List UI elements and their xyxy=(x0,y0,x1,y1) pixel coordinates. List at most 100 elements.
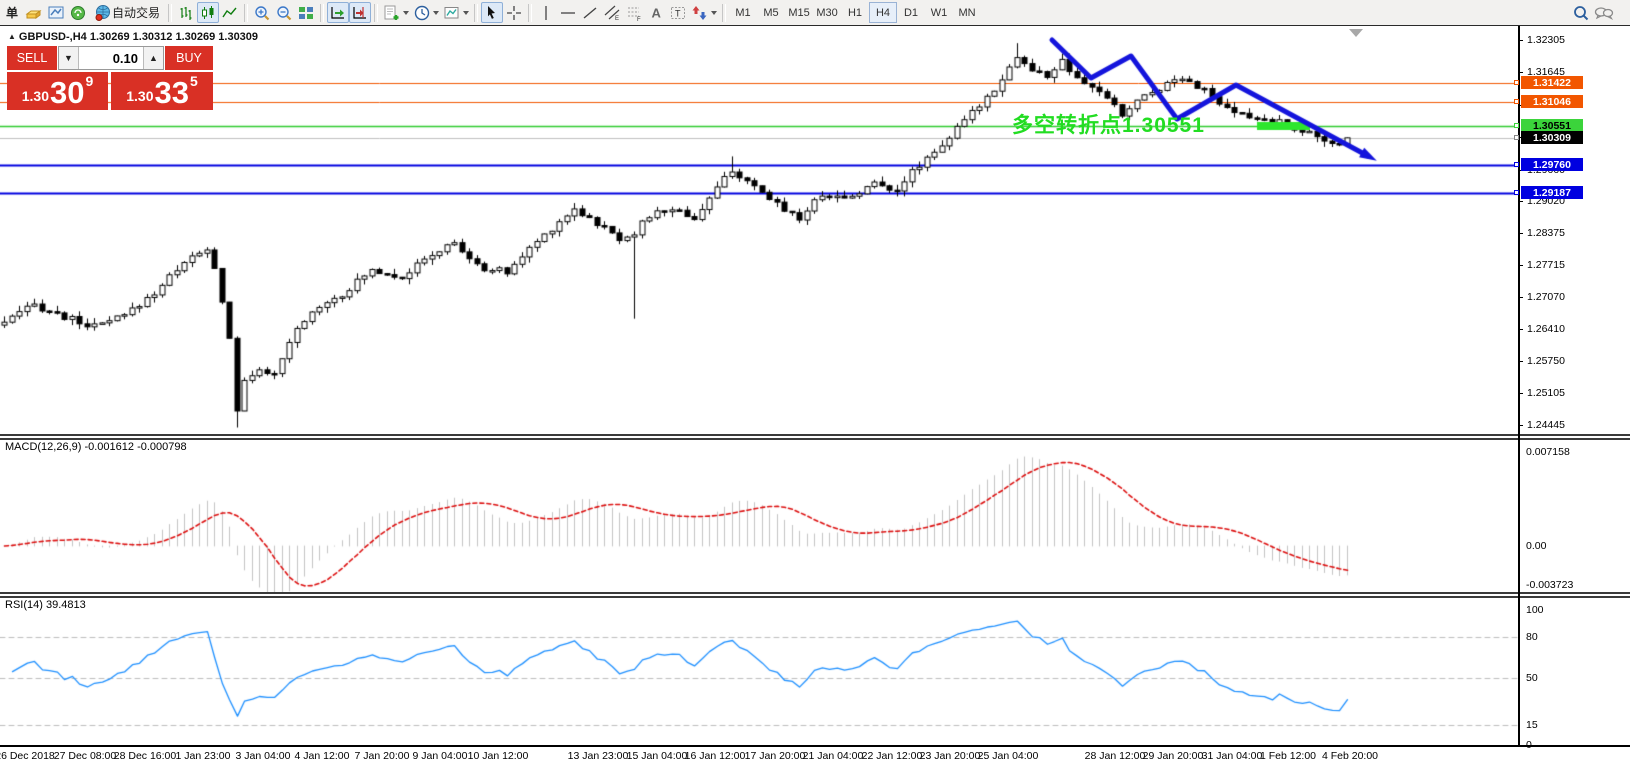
add-indicator-icon xyxy=(384,5,399,20)
vertical-line-button[interactable] xyxy=(535,2,557,23)
horizontal-line-icon xyxy=(561,11,576,14)
sell-price[interactable]: 1.30 30 9 xyxy=(7,72,108,110)
price-tick-mark xyxy=(1518,40,1523,41)
price-tick-mark xyxy=(1518,297,1523,298)
fibonacci-icon: F xyxy=(628,7,641,22)
line-anchor-square xyxy=(1514,80,1519,85)
price-line-label: 1.29760 xyxy=(1514,158,1583,171)
line-anchor-square xyxy=(1514,123,1519,128)
volume-increase-button[interactable]: ▲ xyxy=(144,47,163,69)
text-button[interactable]: A xyxy=(645,2,667,23)
buy-price[interactable]: 1.30 33 5 xyxy=(111,72,213,110)
time-axis-label: 25 Jan 04:00 xyxy=(977,750,1039,762)
price-line-label: 1.29187 xyxy=(1514,186,1583,199)
chevron-down-icon xyxy=(403,10,410,15)
one-click-trading-panel: SELL ▼ 0.10 ▲ BUY 1.30 30 9 1.30 33 5 xyxy=(7,46,213,110)
line-chart-button[interactable] xyxy=(219,2,241,23)
line-anchor-square xyxy=(1514,162,1519,167)
autotrading-button[interactable]: 自动交易 xyxy=(89,2,165,23)
time-axis-label: 1 Feb 12:00 xyxy=(1259,750,1317,762)
svg-text:T: T xyxy=(675,8,681,18)
timeframe-m5-button[interactable]: M5 xyxy=(763,6,779,19)
zoom-out-button[interactable] xyxy=(273,2,295,23)
time-axis-line xyxy=(0,745,1630,747)
symbol-ohlc-text: GBPUSD-,H4 1.30269 1.30312 1.30269 1.303… xyxy=(18,31,259,43)
fibonacci-button[interactable]: F xyxy=(623,2,645,23)
sell-price-big: 30 xyxy=(49,75,85,110)
candlestick-chart-icon xyxy=(202,5,214,19)
line-anchor-square xyxy=(1514,99,1519,104)
zoom-in-button[interactable] xyxy=(251,2,273,23)
timeframe-h4-button[interactable]: H4 xyxy=(869,2,898,23)
tile-windows-icon xyxy=(299,6,314,19)
toolbar-separator xyxy=(374,3,379,22)
periods-button[interactable] xyxy=(411,2,441,23)
cursor-button[interactable] xyxy=(481,2,504,23)
search-button[interactable] xyxy=(1570,2,1592,23)
timeframe-d1-button[interactable]: D1 xyxy=(903,6,919,19)
auto-scroll-button[interactable] xyxy=(327,2,350,23)
pane-separator-rsi[interactable] xyxy=(0,592,1630,598)
price-tick-label: 1.28375 xyxy=(1527,227,1565,239)
sell-price-sup: 9 xyxy=(85,73,94,89)
price-line-label: 1.31422 xyxy=(1514,76,1583,89)
chart-shift-button[interactable] xyxy=(349,2,372,23)
sell-button[interactable]: SELL xyxy=(7,46,57,70)
trendline-button[interactable] xyxy=(579,2,601,23)
gold-button[interactable] xyxy=(23,2,45,23)
chart-canvas[interactable] xyxy=(0,26,1630,746)
timeframe-h1-button[interactable]: H1 xyxy=(847,6,863,19)
crosshair-icon xyxy=(507,5,522,20)
svg-text:A: A xyxy=(652,5,662,20)
timeframe-mn-button[interactable]: MN xyxy=(958,6,976,19)
tile-windows-button[interactable] xyxy=(295,2,317,23)
chat-button[interactable] xyxy=(1592,2,1616,23)
chevron-down-icon xyxy=(463,10,470,15)
rsi-indicator-label: RSI(14) 39.4813 xyxy=(5,599,86,611)
timeframe-m1-button[interactable]: M1 xyxy=(735,6,751,19)
time-axis-label: 4 Jan 12:00 xyxy=(294,750,350,762)
buy-button[interactable]: BUY xyxy=(165,46,213,70)
time-axis-label: 3 Jan 04:00 xyxy=(235,750,291,762)
line-chart-icon xyxy=(222,7,237,17)
text-label-button[interactable]: T xyxy=(667,2,689,23)
candlestick-chart-button[interactable] xyxy=(197,2,220,23)
timeframe-w1-button[interactable]: W1 xyxy=(930,6,948,19)
timeframe-m15-button[interactable]: M15 xyxy=(788,6,810,19)
arrows-button[interactable] xyxy=(689,2,719,23)
add-indicator-button[interactable] xyxy=(381,2,411,23)
rsi-axis-label: 50 xyxy=(1526,672,1538,684)
collapse-arrow-icon[interactable]: ▲ xyxy=(8,32,16,41)
time-axis-label: 4 Feb 20:00 xyxy=(1321,750,1379,762)
template-button[interactable] xyxy=(441,2,471,23)
price-line-label: 1.30309 xyxy=(1514,131,1583,144)
template-icon xyxy=(444,6,459,18)
time-axis-label: 10 Jan 12:00 xyxy=(467,750,529,762)
bar-chart-button[interactable] xyxy=(175,2,197,23)
time-axis-label: 9 Jan 04:00 xyxy=(412,750,468,762)
rsi-axis-label: 100 xyxy=(1526,604,1544,616)
autotrading-label: 自动交易 xyxy=(112,6,161,20)
horizontal-line-button[interactable] xyxy=(557,2,579,23)
buy-price-big: 33 xyxy=(154,75,189,110)
chart-window-button[interactable] xyxy=(45,2,67,23)
zoom-in-icon xyxy=(255,5,270,20)
chart-shift-marker-icon[interactable] xyxy=(1349,29,1363,37)
time-axis-label: 27 Dec 08:00 xyxy=(53,750,117,762)
new-order-button[interactable]: 单 xyxy=(1,2,23,23)
time-axis-label: 15 Jan 04:00 xyxy=(626,750,688,762)
price-tick-label: 1.25105 xyxy=(1527,387,1565,399)
crosshair-button[interactable] xyxy=(503,2,525,23)
channel-button[interactable]: E xyxy=(601,2,623,23)
rsi-axis-label: 0 xyxy=(1526,739,1532,751)
time-axis-label: 7 Jan 20:00 xyxy=(354,750,410,762)
timeframe-m30-button[interactable]: M30 xyxy=(816,6,838,19)
time-axis-label: 31 Jan 04:00 xyxy=(1201,750,1263,762)
price-tick-label: 1.31645 xyxy=(1527,66,1565,78)
pane-separator-macd[interactable] xyxy=(0,434,1630,440)
buy-price-sup: 5 xyxy=(189,73,198,89)
volume-value[interactable]: 0.10 xyxy=(78,47,144,69)
volume-decrease-button[interactable]: ▼ xyxy=(59,47,78,69)
signal-button[interactable] xyxy=(67,2,89,23)
price-tick-label: 1.27070 xyxy=(1527,291,1565,303)
